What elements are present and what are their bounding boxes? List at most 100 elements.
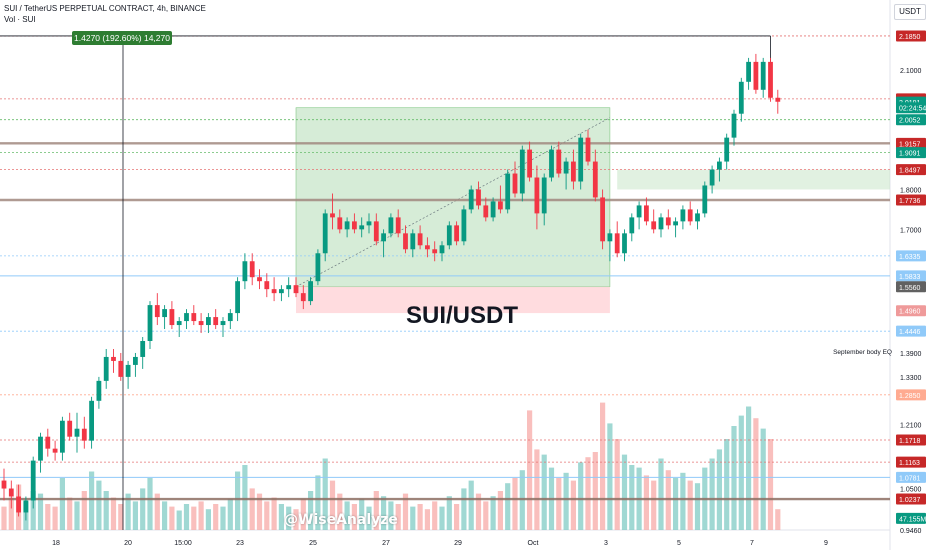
volume-bar bbox=[286, 506, 292, 530]
candle-body bbox=[388, 217, 394, 234]
volume-bar bbox=[439, 506, 445, 530]
price-tick-label: 1.2100 bbox=[900, 423, 922, 430]
volume-bar bbox=[643, 475, 649, 530]
volume-bar bbox=[541, 454, 547, 530]
volume-bar bbox=[110, 497, 117, 530]
volume-bar bbox=[308, 491, 314, 530]
candle-body bbox=[549, 149, 554, 178]
candle-body bbox=[760, 61, 766, 90]
volume-bar bbox=[767, 439, 774, 530]
candle-body bbox=[213, 317, 219, 326]
volume-bar bbox=[475, 493, 482, 530]
price-level-badge bbox=[896, 164, 926, 176]
candle-body bbox=[556, 149, 562, 174]
candle-body bbox=[519, 149, 525, 194]
volume-bar bbox=[227, 498, 233, 530]
candle-body bbox=[89, 400, 94, 441]
candle-body bbox=[563, 161, 569, 174]
candle-body bbox=[60, 420, 65, 453]
volume-bar bbox=[746, 406, 752, 530]
target-zone bbox=[295, 107, 611, 288]
time-tick-label: 18 bbox=[52, 540, 60, 547]
volume-bar bbox=[381, 496, 387, 530]
candle-body bbox=[410, 233, 416, 250]
candle-body bbox=[271, 289, 277, 294]
volume-bar bbox=[191, 506, 197, 530]
volume-bar bbox=[205, 509, 211, 530]
price-level-label: 1.1718 bbox=[899, 438, 921, 445]
volume-bar bbox=[621, 454, 628, 530]
candle-body bbox=[673, 221, 678, 226]
candle-body bbox=[337, 217, 343, 230]
candle-body bbox=[505, 173, 511, 210]
candle-body bbox=[8, 488, 14, 497]
candle-body bbox=[1, 480, 7, 489]
volume-bar bbox=[140, 488, 146, 530]
volume-bar bbox=[366, 506, 372, 530]
candle-body bbox=[644, 205, 649, 222]
time-tick-label: 25 bbox=[309, 540, 317, 547]
candle-body bbox=[191, 313, 197, 322]
candle-body bbox=[330, 213, 335, 218]
currency-button[interactable]: USDT bbox=[894, 4, 926, 20]
volume-bar bbox=[256, 493, 263, 530]
volume-bar bbox=[162, 501, 168, 530]
candle-body bbox=[257, 277, 262, 282]
author-watermark: @WiseAnalyze bbox=[284, 512, 398, 528]
volume-bar bbox=[658, 458, 664, 530]
candle-body bbox=[658, 217, 664, 230]
candle-body bbox=[622, 233, 627, 254]
candle-body bbox=[541, 177, 547, 214]
volume-bar bbox=[651, 480, 657, 530]
price-level-badge bbox=[896, 137, 926, 149]
volume-bar bbox=[81, 491, 87, 530]
price-level-label: 1.7736 bbox=[899, 198, 921, 205]
volume-bar bbox=[410, 506, 416, 530]
volume-bar bbox=[37, 493, 44, 530]
candle-body bbox=[381, 233, 386, 242]
candle-body bbox=[45, 436, 51, 449]
candle-body bbox=[133, 356, 138, 365]
candle-body bbox=[746, 61, 751, 82]
price-level-label: 1.2850 bbox=[899, 393, 921, 400]
price-level-label: 02:24:54 bbox=[899, 106, 926, 113]
candle-body bbox=[103, 356, 109, 381]
candle-body bbox=[607, 233, 613, 242]
time-tick-label: 7 bbox=[750, 540, 754, 547]
time-tick-label: 29 bbox=[454, 540, 462, 547]
volume-bar bbox=[687, 480, 693, 530]
volume-bar bbox=[402, 493, 409, 530]
price-level-label: 1.1163 bbox=[899, 460, 920, 467]
volume-bar bbox=[424, 509, 430, 530]
volume-bar bbox=[67, 497, 73, 530]
time-tick-label: 20 bbox=[124, 540, 132, 547]
candle-body bbox=[461, 209, 467, 242]
candle-body bbox=[403, 233, 408, 250]
price-tick-label: 1.7000 bbox=[900, 227, 922, 234]
volume-bar bbox=[483, 501, 489, 530]
price-level-badge bbox=[896, 512, 926, 524]
volume-bar bbox=[176, 510, 182, 530]
candle-body bbox=[373, 221, 379, 242]
candle-body bbox=[184, 313, 189, 322]
candle-body bbox=[585, 137, 591, 162]
volume-bar bbox=[169, 506, 175, 530]
volume-bar bbox=[147, 478, 153, 530]
volume-bar bbox=[30, 491, 36, 530]
candle-body bbox=[490, 201, 496, 218]
price-level-label: 1.9091 bbox=[899, 151, 921, 158]
projection-line bbox=[295, 117, 611, 288]
price-level-badge bbox=[896, 147, 926, 159]
volume-bar bbox=[680, 472, 686, 530]
candle-body bbox=[571, 161, 576, 182]
price-level-label: 1.9157 bbox=[899, 141, 921, 148]
candle-body bbox=[118, 360, 124, 377]
candle-body bbox=[198, 321, 204, 326]
candle-body bbox=[227, 313, 233, 322]
volume-bar bbox=[600, 402, 606, 530]
price-level-badge bbox=[896, 281, 926, 293]
price-level-label: 47.155M bbox=[899, 516, 926, 523]
price-level-label: 1.8497 bbox=[899, 168, 921, 175]
volume-bar bbox=[724, 439, 730, 530]
